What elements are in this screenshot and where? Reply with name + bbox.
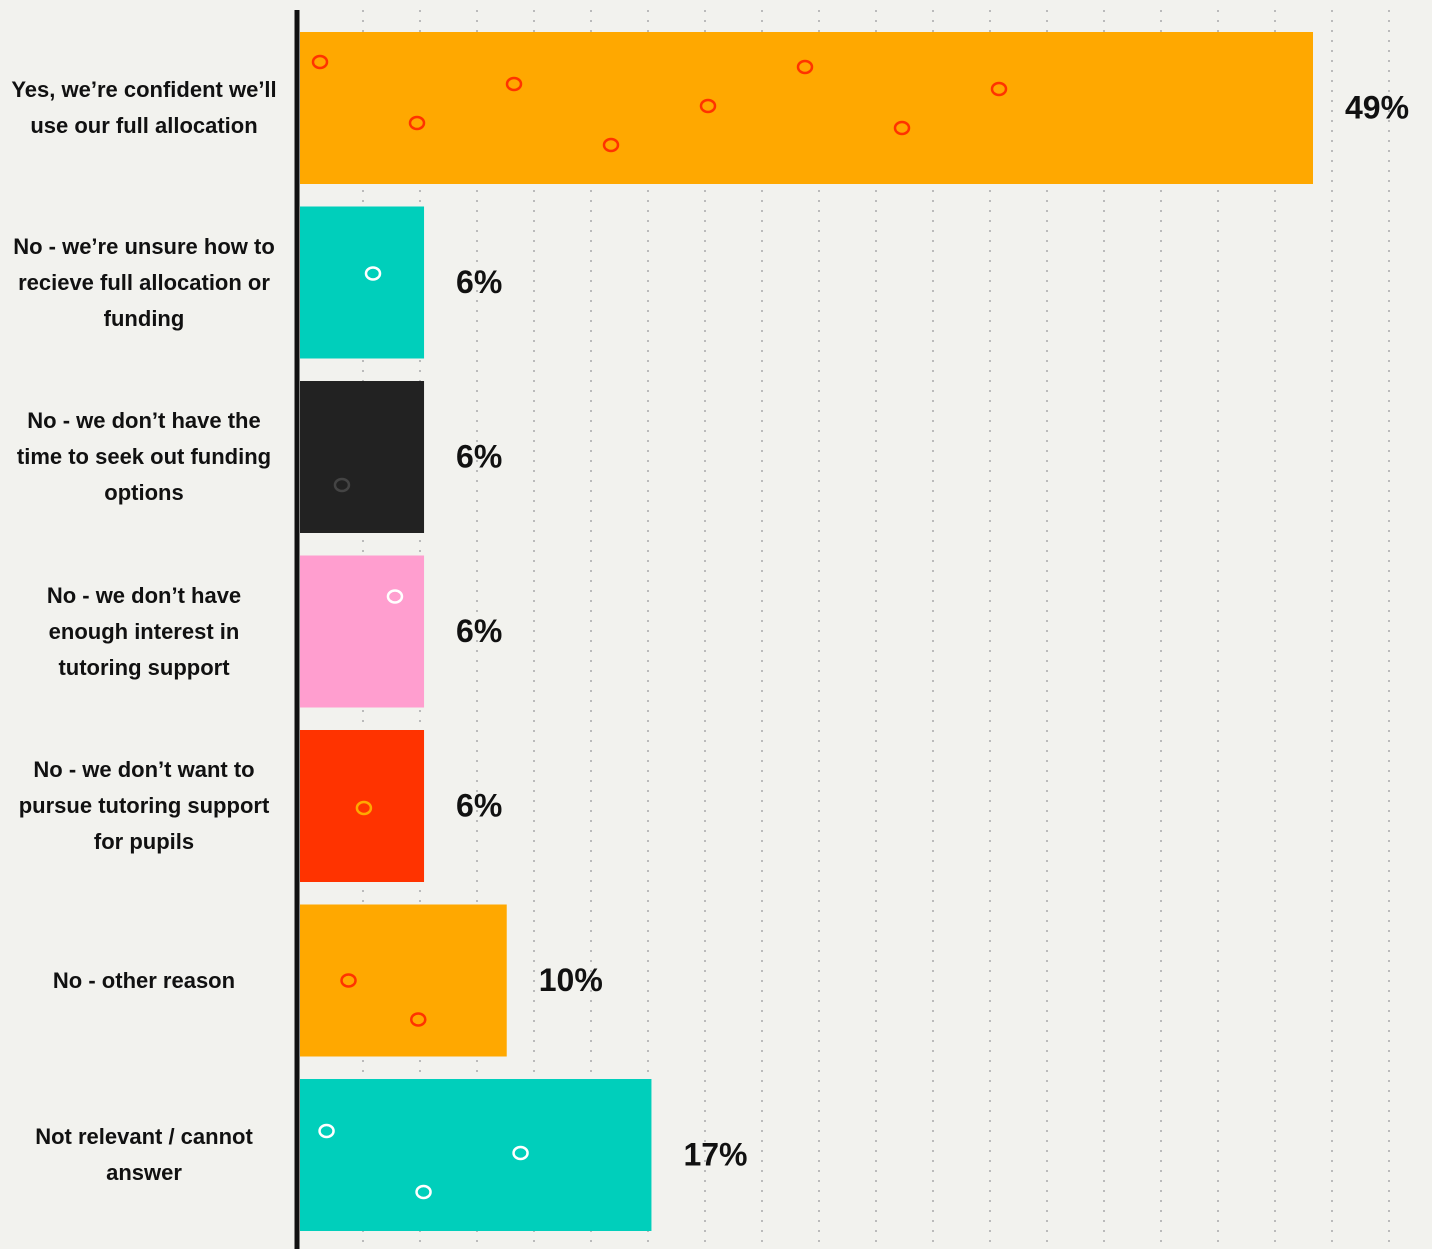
- ring-decoration: [364, 266, 382, 281]
- bar: [300, 206, 425, 359]
- ring-decoration: [796, 59, 814, 75]
- bar: [300, 904, 507, 1057]
- value-label: 6%: [456, 613, 502, 649]
- category-label: Not relevant / cannot answer: [35, 1124, 253, 1185]
- bar: [300, 730, 425, 882]
- ring-decoration: [355, 800, 373, 816]
- bar: [300, 381, 425, 533]
- category-label: No - other reason: [52, 967, 236, 993]
- ring-decoration: [990, 81, 1008, 97]
- ring-decoration: [340, 973, 357, 988]
- ring-decoration: [408, 115, 426, 131]
- value-label: 6%: [456, 787, 502, 823]
- ring-decoration: [602, 137, 620, 153]
- ring-decoration: [699, 98, 717, 114]
- value-label: 17%: [683, 1136, 747, 1172]
- category-label: No - we’re unsure how to recieve full al…: [13, 233, 275, 331]
- bar: [300, 555, 425, 708]
- value-label: 6%: [456, 264, 502, 300]
- ring-decoration: [893, 120, 911, 136]
- value-label: 49%: [1345, 89, 1409, 125]
- category-label: Yes, we’re confident we’ll use our full …: [11, 77, 277, 138]
- ring-decoration: [512, 1145, 529, 1161]
- ring-decoration: [415, 1184, 432, 1200]
- category-label: No - we don’t want to pursue tutoring su…: [18, 757, 270, 854]
- value-label: 10%: [539, 962, 603, 998]
- ring-decoration: [505, 76, 523, 92]
- ring-decoration: [386, 589, 404, 604]
- ring-decoration: [410, 1012, 427, 1027]
- ring-decoration: [333, 477, 351, 493]
- category-label: No - we don’t have the time to seek out …: [16, 408, 272, 505]
- bar: [300, 1079, 652, 1231]
- ring-decoration: [318, 1123, 335, 1139]
- category-label: No - we don’t have enough interest in tu…: [46, 582, 242, 680]
- bar: [300, 32, 1313, 184]
- value-label: 6%: [456, 438, 502, 474]
- ring-decoration: [311, 54, 329, 70]
